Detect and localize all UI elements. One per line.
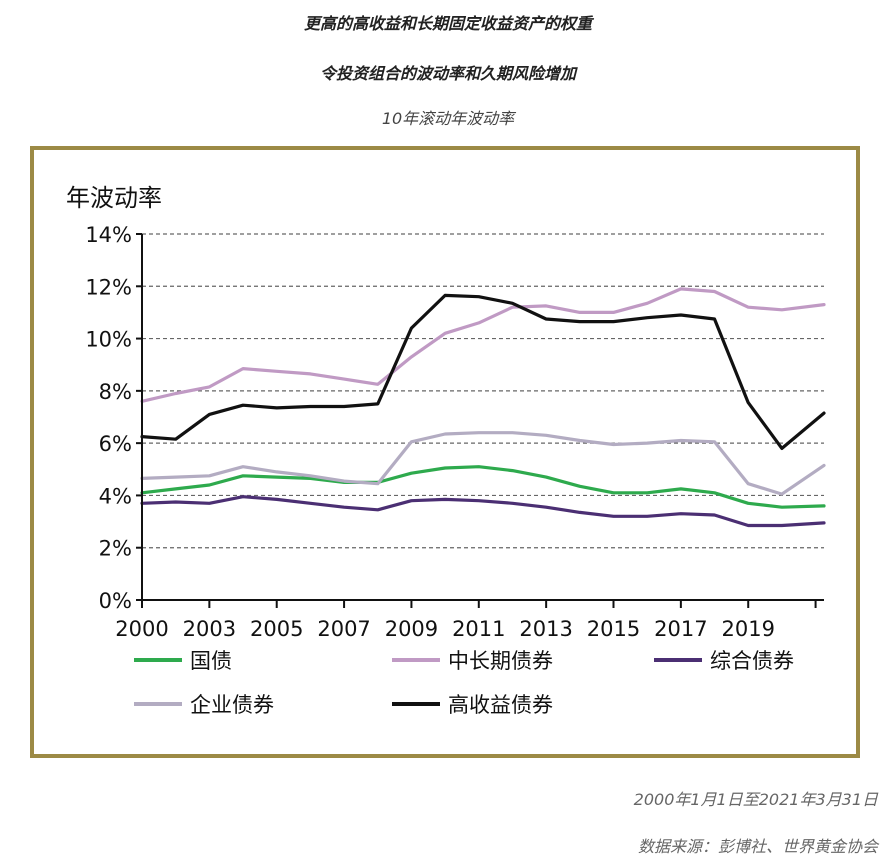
x-tick-label: 2005 xyxy=(250,617,303,641)
axes: 0% 2% 4% 6% 8% 10% 12% 14% 2000 2003 2005 2007 2009 2… xyxy=(85,223,824,641)
x-tick-label: 2019 xyxy=(721,617,774,641)
source-note: 数据来源：彭博社、世界黄金协会 xyxy=(637,837,878,856)
x-tick-label: 2011 xyxy=(452,617,505,641)
y-tick-label: 0% xyxy=(99,589,132,613)
x-tick-label: 2007 xyxy=(317,617,370,641)
y-tick-label: 8% xyxy=(99,380,132,404)
title-line-1: 更高的高收益和长期固定收益资产的权重 xyxy=(303,14,592,33)
x-tick-label: 2015 xyxy=(587,617,640,641)
title-line-2: 令投资组合的波动率和久期风险增加 xyxy=(319,64,576,83)
y-tick-label: 10% xyxy=(85,328,132,352)
x-tick-label: 2017 xyxy=(654,617,707,641)
series-line xyxy=(140,431,826,496)
x-tick-label: 2009 xyxy=(385,617,438,641)
x-tick-label: 2013 xyxy=(519,617,572,641)
y-tick-label: 2% xyxy=(99,537,132,561)
y-tick-label: 12% xyxy=(85,275,132,299)
series-line xyxy=(140,293,826,450)
legend-label: 国债 xyxy=(190,649,232,673)
x-tick-label: 2003 xyxy=(183,617,236,641)
x-tick-label: 2000 xyxy=(115,617,168,641)
chart-frame: 年波动率 0% 2% 4% 6% 8% 10% 12% 14% 2000 2003 2005 2007… xyxy=(30,146,860,758)
series-line xyxy=(140,287,826,403)
legend-label: 中长期债券 xyxy=(448,649,553,673)
legend-label: 企业债券 xyxy=(190,693,274,717)
line-chart: 年波动率 0% 2% 4% 6% 8% 10% 12% 14% 2000 2003 2005 2007… xyxy=(66,184,826,717)
y-axis-title: 年波动率 xyxy=(66,184,162,212)
date-range-note: 2000年1月1日至2021年3月31日 xyxy=(633,790,878,809)
legend-label: 高收益债券 xyxy=(448,693,553,717)
series-line xyxy=(140,465,826,509)
chart-subtitle: 10年滚动年波动率 xyxy=(381,109,515,128)
y-tick-label: 4% xyxy=(99,484,132,508)
y-tick-label: 14% xyxy=(85,223,132,247)
series-line xyxy=(140,495,826,528)
series-lines xyxy=(140,287,826,528)
legend-label: 综合债券 xyxy=(710,649,794,673)
y-tick-label: 6% xyxy=(99,432,132,456)
